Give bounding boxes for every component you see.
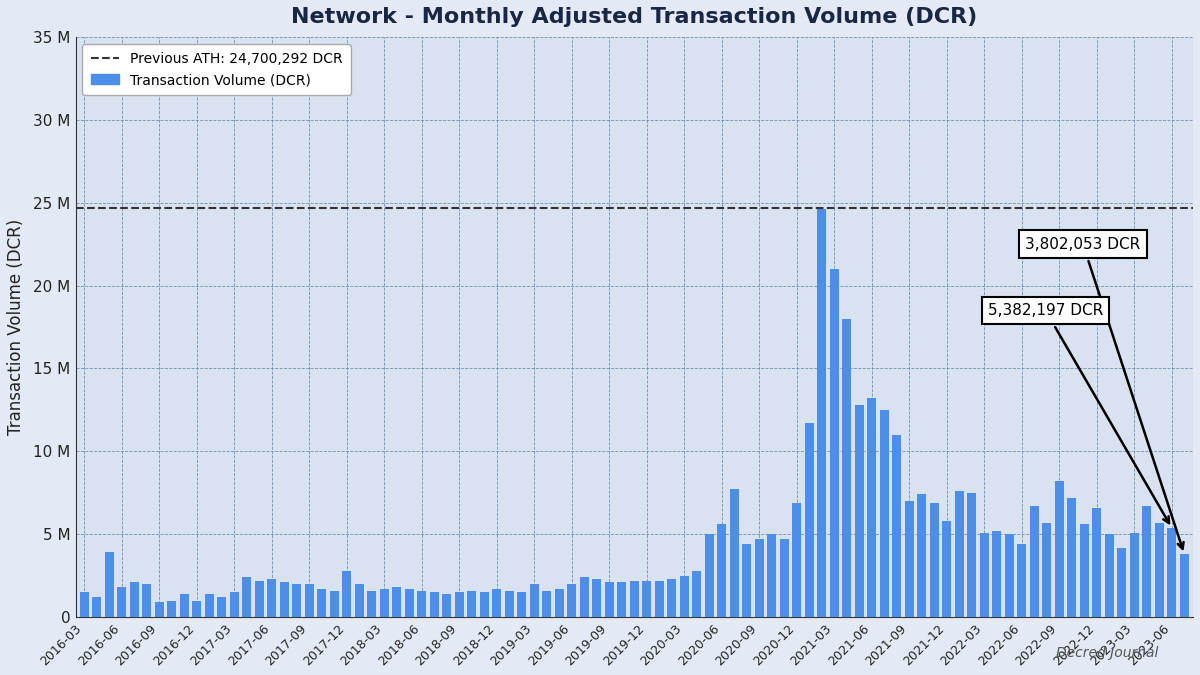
Bar bbox=[605, 583, 614, 617]
Bar bbox=[404, 589, 414, 617]
Bar bbox=[442, 594, 451, 617]
Bar bbox=[330, 591, 338, 617]
Bar bbox=[780, 539, 788, 617]
Bar bbox=[817, 209, 827, 617]
Y-axis label: Transaction Volume (DCR): Transaction Volume (DCR) bbox=[7, 219, 25, 435]
Bar bbox=[942, 521, 952, 617]
Bar bbox=[930, 503, 938, 617]
Bar bbox=[580, 577, 589, 617]
Bar bbox=[305, 584, 314, 617]
Bar bbox=[142, 584, 151, 617]
Bar bbox=[467, 591, 476, 617]
Title: Network - Monthly Adjusted Transaction Volume (DCR): Network - Monthly Adjusted Transaction V… bbox=[292, 7, 978, 27]
Bar bbox=[455, 592, 464, 617]
Bar bbox=[1154, 522, 1164, 617]
Bar bbox=[1117, 547, 1127, 617]
Bar bbox=[504, 591, 514, 617]
Bar bbox=[967, 493, 977, 617]
Bar bbox=[730, 489, 739, 617]
Bar bbox=[167, 601, 176, 617]
Bar bbox=[1080, 524, 1088, 617]
Bar bbox=[92, 597, 102, 617]
Bar bbox=[1067, 497, 1076, 617]
Bar bbox=[242, 577, 252, 617]
Bar bbox=[292, 584, 301, 617]
Bar bbox=[1142, 506, 1152, 617]
Bar bbox=[1180, 554, 1189, 617]
Bar bbox=[1030, 506, 1039, 617]
Bar bbox=[1129, 533, 1139, 617]
Bar bbox=[704, 534, 714, 617]
Bar bbox=[792, 503, 802, 617]
Bar bbox=[630, 580, 638, 617]
Bar bbox=[1105, 534, 1114, 617]
Bar bbox=[529, 584, 539, 617]
Bar bbox=[180, 594, 188, 617]
Text: 5,382,197 DCR: 5,382,197 DCR bbox=[988, 303, 1169, 523]
Bar bbox=[805, 423, 814, 617]
Bar bbox=[955, 491, 964, 617]
Bar bbox=[155, 602, 164, 617]
Bar bbox=[568, 584, 576, 617]
Bar bbox=[1168, 528, 1176, 617]
Bar bbox=[992, 531, 1002, 617]
Bar bbox=[654, 580, 664, 617]
Bar bbox=[268, 579, 276, 617]
Bar bbox=[492, 589, 502, 617]
Bar bbox=[1092, 508, 1102, 617]
Bar bbox=[554, 589, 564, 617]
Bar bbox=[755, 539, 764, 617]
Bar bbox=[392, 587, 402, 617]
Bar bbox=[979, 533, 989, 617]
Bar bbox=[342, 571, 352, 617]
Bar bbox=[367, 591, 377, 617]
Bar bbox=[192, 601, 202, 617]
Bar bbox=[1055, 481, 1064, 617]
Bar bbox=[842, 319, 852, 617]
Bar bbox=[280, 583, 289, 617]
Bar bbox=[767, 534, 776, 617]
Bar bbox=[1042, 522, 1051, 617]
Bar bbox=[1004, 534, 1014, 617]
Bar bbox=[905, 501, 914, 617]
Bar bbox=[430, 592, 439, 617]
Bar bbox=[742, 544, 751, 617]
Bar bbox=[354, 584, 364, 617]
Bar bbox=[130, 583, 139, 617]
Bar bbox=[104, 552, 114, 617]
Bar bbox=[692, 571, 702, 617]
Bar bbox=[254, 580, 264, 617]
Bar bbox=[517, 592, 527, 617]
Legend: Previous ATH: 24,700,292 DCR, Transaction Volume (DCR): Previous ATH: 24,700,292 DCR, Transactio… bbox=[83, 44, 350, 95]
Bar bbox=[204, 594, 214, 617]
Bar bbox=[217, 597, 227, 617]
Bar bbox=[854, 405, 864, 617]
Bar bbox=[317, 589, 326, 617]
Bar bbox=[868, 398, 876, 617]
Bar bbox=[917, 495, 926, 617]
Bar bbox=[542, 591, 552, 617]
Bar bbox=[679, 576, 689, 617]
Bar bbox=[718, 524, 726, 617]
Bar bbox=[892, 435, 901, 617]
Bar bbox=[592, 579, 601, 617]
Bar bbox=[1018, 544, 1026, 617]
Bar bbox=[642, 580, 652, 617]
Bar bbox=[418, 591, 426, 617]
Text: Decred Journal: Decred Journal bbox=[1056, 646, 1158, 660]
Bar bbox=[79, 592, 89, 617]
Bar bbox=[829, 269, 839, 617]
Bar bbox=[617, 583, 626, 617]
Bar bbox=[229, 592, 239, 617]
Bar bbox=[480, 592, 488, 617]
Bar bbox=[118, 587, 126, 617]
Bar bbox=[379, 589, 389, 617]
Bar bbox=[880, 410, 889, 617]
Bar bbox=[667, 579, 677, 617]
Text: 3,802,053 DCR: 3,802,053 DCR bbox=[1025, 236, 1183, 549]
